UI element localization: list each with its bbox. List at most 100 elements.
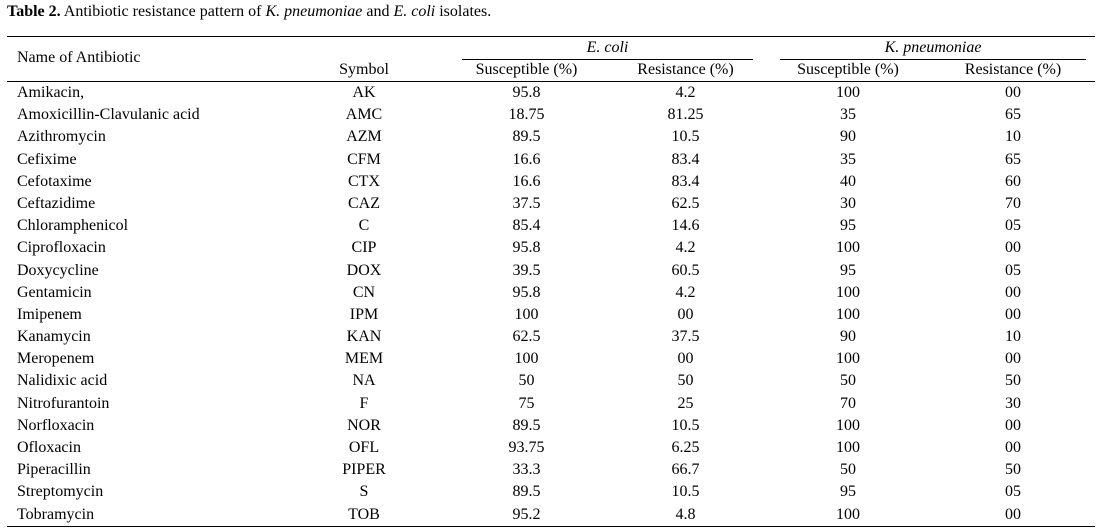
cell-antibiotic-name: Kanamycin bbox=[17, 328, 91, 346]
cell-ecoli-susceptible: 39.5 bbox=[512, 261, 541, 279]
table-row: Ofloxacin OFL 93.75 6.25 100 00 bbox=[0, 437, 1101, 459]
table-row: Doxycycline DOX 39.5 60.5 95 05 bbox=[0, 260, 1101, 282]
cell-ecoli-susceptible: 100 bbox=[514, 305, 539, 323]
cell-kpn-susceptible: 100 bbox=[836, 439, 860, 456]
cell-ecoli-resistance: 4.2 bbox=[675, 283, 696, 301]
table-row: Amikacin, AK 95.8 4.2 100 00 bbox=[0, 82, 1101, 104]
cell-ecoli-resistance: 10.5 bbox=[671, 483, 700, 501]
cell-ecoli-resistance: 6.25 bbox=[671, 439, 700, 456]
cell-symbol: CN bbox=[352, 283, 376, 301]
table-label: Table 2. bbox=[7, 3, 61, 20]
cell-kpn-susceptible: 95 bbox=[840, 261, 856, 279]
cell-kpn-resistance: 65 bbox=[1005, 106, 1021, 124]
cell-kpn-susceptible: 100 bbox=[836, 239, 860, 257]
cell-ecoli-susceptible: 33.3 bbox=[512, 461, 541, 479]
cell-kpn-susceptible: 30 bbox=[840, 194, 856, 212]
cell-kpn-susceptible: 70 bbox=[840, 394, 856, 412]
cell-ecoli-resistance: 00 bbox=[677, 305, 694, 323]
cell-ecoli-resistance: 4.8 bbox=[675, 505, 696, 523]
table-caption: Table 2. Antibiotic resistance pattern o… bbox=[7, 2, 491, 22]
cell-ecoli-resistance: 14.6 bbox=[671, 217, 700, 235]
table-row: Nitrofurantoin F 75 25 70 30 bbox=[0, 393, 1101, 415]
cell-kpn-susceptible: 100 bbox=[836, 350, 860, 368]
cell-ecoli-susceptible: 16.6 bbox=[512, 172, 541, 190]
caption-text: isolates. bbox=[435, 3, 492, 20]
cell-kpn-resistance: 05 bbox=[1005, 217, 1021, 235]
cell-antibiotic-name: Ofloxacin bbox=[17, 439, 81, 456]
cell-kpn-resistance: 60 bbox=[1005, 172, 1021, 190]
cell-symbol: CFM bbox=[347, 150, 381, 168]
cell-kpn-susceptible: 100 bbox=[836, 416, 860, 434]
cell-ecoli-susceptible: 100 bbox=[514, 350, 539, 368]
cell-antibiotic-name: Cefotaxime bbox=[17, 172, 92, 190]
group-header-kpn: K. pneumoniae bbox=[884, 39, 982, 56]
cell-antibiotic-name: Imipenem bbox=[17, 305, 82, 323]
table-row: Piperacillin PIPER 33.3 66.7 50 50 bbox=[0, 459, 1101, 481]
cell-symbol: KAN bbox=[346, 328, 382, 346]
table-row: Ceftazidime CAZ 37.5 62.5 30 70 bbox=[0, 193, 1101, 215]
cell-ecoli-resistance: 37.5 bbox=[671, 328, 700, 346]
cell-kpn-resistance: 50 bbox=[1005, 372, 1021, 390]
cell-ecoli-susceptible: 16.6 bbox=[512, 150, 541, 168]
cell-antibiotic-name: Cefixime bbox=[17, 150, 77, 168]
table-row: Amoxicillin-Clavulanic acid AMC 18.75 81.25… bbox=[0, 104, 1101, 126]
cell-symbol: NA bbox=[352, 372, 376, 390]
cell-antibiotic-name: Norfloxacin bbox=[17, 416, 95, 434]
cell-kpn-resistance: 50 bbox=[1005, 461, 1021, 479]
cell-ecoli-resistance: 83.4 bbox=[671, 150, 700, 168]
cell-symbol: MEM bbox=[344, 350, 384, 368]
cell-symbol: PIPER bbox=[342, 461, 386, 479]
table-bottom-rule bbox=[7, 526, 1095, 527]
cell-symbol: AMC bbox=[345, 106, 383, 124]
table-row: Azithromycin AZM 89.5 10.5 90 10 bbox=[0, 126, 1101, 148]
cell-ecoli-susceptible: 18.75 bbox=[508, 106, 545, 124]
cell-ecoli-susceptible: 50 bbox=[518, 372, 535, 390]
table-header-rule bbox=[7, 81, 1095, 82]
table-row: Nalidixic acid NA 50 50 50 50 bbox=[0, 370, 1101, 392]
cell-kpn-susceptible: 100 bbox=[836, 305, 860, 323]
cell-ecoli-susceptible: 75 bbox=[518, 394, 535, 412]
cell-antibiotic-name: Nitrofurantoin bbox=[17, 394, 110, 412]
cell-ecoli-resistance: 60.5 bbox=[671, 261, 700, 279]
column-header-symbol: Symbol bbox=[339, 61, 389, 78]
cell-antibiotic-name: Meropenem bbox=[17, 350, 95, 368]
cell-kpn-susceptible: 95 bbox=[840, 483, 856, 501]
table-body: Amikacin, AK 95.8 4.2 100 00 Amoxicillin-Clavu… bbox=[0, 82, 1101, 526]
ecoli-group-rule bbox=[462, 59, 753, 60]
table-row: Gentamicin CN 95.8 4.2 100 00 bbox=[0, 282, 1101, 304]
table-row: Tobramycin TOB 95.2 4.8 100 00 bbox=[0, 504, 1101, 526]
cell-symbol: F bbox=[359, 394, 369, 412]
cell-ecoli-susceptible: 89.5 bbox=[512, 483, 541, 501]
cell-kpn-susceptible: 100 bbox=[836, 505, 860, 523]
cell-kpn-susceptible: 50 bbox=[840, 461, 856, 479]
cell-ecoli-susceptible: 85.4 bbox=[512, 217, 541, 235]
caption-text: Antibiotic resistance pattern of bbox=[60, 3, 266, 20]
cell-ecoli-resistance: 00 bbox=[677, 350, 694, 368]
cell-ecoli-resistance: 4.2 bbox=[675, 239, 696, 257]
kpn-group-rule bbox=[780, 59, 1086, 60]
column-header-name: Name of Antibiotic bbox=[17, 49, 141, 66]
cell-symbol: C bbox=[358, 217, 370, 235]
caption-organism-ecoli: E. coli bbox=[393, 3, 436, 20]
cell-antibiotic-name: Streptomycin bbox=[17, 483, 104, 501]
cell-kpn-susceptible: 95 bbox=[840, 217, 856, 235]
cell-kpn-susceptible: 40 bbox=[840, 172, 856, 190]
cell-symbol: NOR bbox=[347, 416, 381, 434]
table-row: Cefotaxime CTX 16.6 83.4 40 60 bbox=[0, 171, 1101, 193]
cell-ecoli-resistance: 10.5 bbox=[671, 128, 700, 146]
cell-antibiotic-name: Gentamicin bbox=[17, 283, 92, 301]
table-row: Meropenem MEM 100 00 100 00 bbox=[0, 348, 1101, 370]
cell-ecoli-susceptible: 95.8 bbox=[512, 84, 541, 101]
column-header-ecoli-resistance: Resistance (%) bbox=[637, 61, 734, 78]
cell-symbol: CTX bbox=[348, 172, 380, 190]
cell-kpn-resistance: 05 bbox=[1005, 261, 1021, 279]
cell-symbol: IPM bbox=[349, 305, 379, 323]
column-header-kpn-resistance: Resistance (%) bbox=[964, 61, 1062, 78]
cell-ecoli-resistance: 4.2 bbox=[675, 84, 696, 101]
cell-ecoli-susceptible: 95.8 bbox=[512, 239, 541, 257]
cell-ecoli-resistance: 50 bbox=[677, 372, 694, 390]
cell-ecoli-susceptible: 95.8 bbox=[512, 283, 541, 301]
cell-antibiotic-name: Amikacin, bbox=[17, 84, 85, 101]
cell-kpn-susceptible: 100 bbox=[836, 84, 860, 101]
cell-kpn-susceptible: 50 bbox=[840, 372, 856, 390]
